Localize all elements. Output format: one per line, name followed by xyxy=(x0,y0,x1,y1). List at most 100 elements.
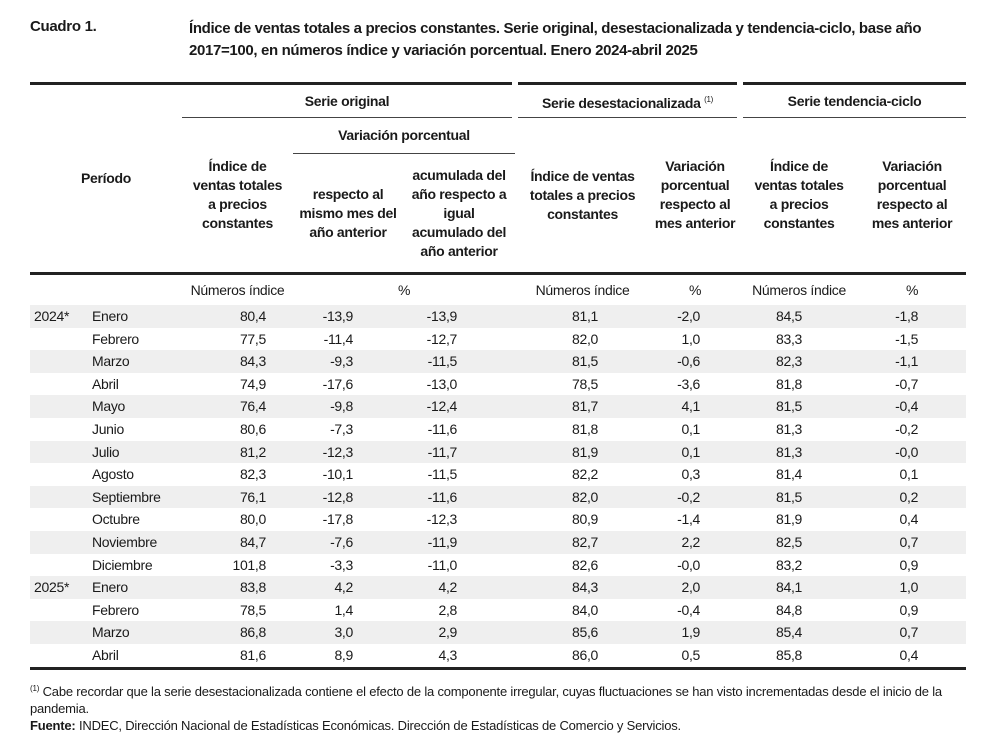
value-cell: -17,6 xyxy=(322,375,354,392)
table-row: Febrero 77,5 -11,4 -12,7 82,0 1,0 83,3 -1,5 xyxy=(30,328,966,351)
value-cell: 0,1 xyxy=(681,420,701,437)
value-cell: 84,1 xyxy=(740,576,859,599)
table-row: Abril 74,9 -17,6 -13,0 78,5 -3,6 81,8 -0,7 xyxy=(30,373,966,396)
value-cell: 84,5 xyxy=(740,305,859,328)
footnote-text: Cabe recordar que la serie desestacional… xyxy=(30,684,942,716)
value-cell: 81,9 xyxy=(515,440,651,464)
value-cell: -12,3 xyxy=(293,440,403,464)
notes: (1) Cabe recordar que la serie desestaci… xyxy=(30,680,970,734)
year-cell xyxy=(30,621,92,644)
value-cell: -11,6 xyxy=(427,420,458,437)
desest-index-header: Índice de ventas totales a precios const… xyxy=(529,167,636,222)
year-cell xyxy=(30,395,92,418)
value-cell: -12,8 xyxy=(293,485,403,509)
value-cell: 80,6 xyxy=(239,420,266,437)
value-cell: 81,1 xyxy=(515,305,651,328)
value-cell: -7,3 xyxy=(330,420,353,437)
source-text: INDEC, Dirección Nacional de Estadística… xyxy=(78,718,681,733)
value-cell: 0,7 xyxy=(858,621,967,644)
footnote-mark: (1) xyxy=(704,94,714,104)
original-index-header: Índice de ventas totales a precios const… xyxy=(192,158,283,231)
serie-desestacionalizada-label: Serie desestacionalizada xyxy=(542,94,701,111)
source-label: Fuente: xyxy=(30,718,76,733)
table-row: Septiembre 76,1 -12,8 -11,6 82,0 -0,2 81,5 0,2 xyxy=(30,485,967,509)
footnote-mark: (1) xyxy=(30,684,40,693)
value-cell: 81,5 xyxy=(515,350,651,373)
table-row: 2025* Enero 83,8 4,2 4,2 84,3 2,0 84,1 1,0 xyxy=(30,576,967,599)
value-cell: 101,8 xyxy=(232,556,266,573)
value-cell: 0,9 xyxy=(899,556,919,573)
value-cell: -10,1 xyxy=(322,466,354,483)
value-cell: -13,9 xyxy=(403,305,516,328)
unit-label: Números índice xyxy=(752,282,846,298)
value-cell: 81,6 xyxy=(239,646,266,663)
table-row: Mayo 76,4 -9,8 -12,4 81,7 4,1 81,5 -0,4 xyxy=(30,395,967,418)
value-cell: 81,5 xyxy=(740,395,859,418)
value-cell: 3,0 xyxy=(293,621,403,644)
value-cell: -11,9 xyxy=(403,530,516,554)
value-cell: 78,5 xyxy=(571,375,599,392)
year-cell xyxy=(30,440,92,464)
value-cell: 82,0 xyxy=(515,485,651,509)
year-cell xyxy=(30,599,92,622)
table-row: Marzo 84,3 -9,3 -11,5 81,5 -0,6 82,3 -1,1 xyxy=(30,350,967,373)
value-cell: 83,2 xyxy=(775,556,803,573)
value-cell: -7,6 xyxy=(293,530,403,554)
value-cell: -0,0 xyxy=(677,556,701,573)
unit-label: % xyxy=(397,282,411,298)
year-cell: 2024* xyxy=(30,305,92,328)
value-cell: 84,0 xyxy=(571,601,599,618)
tendencia-index-header: Índice de ventas totales a precios const… xyxy=(754,158,844,231)
value-cell: 80,9 xyxy=(571,511,599,528)
value-cell: 0,7 xyxy=(858,530,967,554)
value-cell: 4,2 xyxy=(403,576,516,599)
year-cell xyxy=(30,554,92,577)
value-cell: 83,8 xyxy=(182,576,293,599)
value-cell: -11,5 xyxy=(403,350,516,373)
table-row: Junio 80,6 -7,3 -11,6 81,8 0,1 81,3 -0,2 xyxy=(30,418,966,441)
value-cell: 0,1 xyxy=(899,466,919,483)
value-cell: -0,2 xyxy=(650,485,741,509)
month-cell: Julio xyxy=(92,440,182,464)
value-cell: 4,3 xyxy=(438,646,458,663)
value-cell: 81,5 xyxy=(740,485,859,509)
value-cell: 0,9 xyxy=(899,601,919,618)
year-cell xyxy=(30,418,92,441)
table-row: 2024* Enero 80,4 -13,9 -13,9 81,1 -2,0 84,5 -1,8 xyxy=(30,305,967,328)
value-cell: -0,7 xyxy=(895,375,919,392)
resp-mismo-mes-header: respecto al mismo mes del año anterior xyxy=(299,185,397,240)
value-cell: 2,9 xyxy=(403,621,516,644)
table-title: Índice de ventas totales a precios const… xyxy=(189,20,922,59)
value-cell: -1,4 xyxy=(677,511,701,528)
value-cell: 77,5 xyxy=(239,330,266,347)
year-cell xyxy=(30,644,92,668)
month-cell: Abril xyxy=(92,646,119,663)
value-cell: -3,6 xyxy=(677,375,701,392)
year-cell xyxy=(30,463,92,486)
value-cell: -11,4 xyxy=(323,330,354,347)
tendencia-variation-header: Variación porcentual respecto al mes ant… xyxy=(871,158,953,231)
value-cell: 84,3 xyxy=(515,576,651,599)
month-cell: Abril xyxy=(92,375,119,392)
year-cell xyxy=(30,508,92,531)
value-cell: 81,8 xyxy=(775,375,803,392)
value-cell: 2,0 xyxy=(650,576,741,599)
value-cell: 81,7 xyxy=(515,395,651,418)
sales-index-table: Período Serie original Serie desestacion… xyxy=(30,82,967,670)
value-cell: 82,0 xyxy=(571,330,599,347)
value-cell: -1,8 xyxy=(858,305,967,328)
table-number: Cuadro 1. xyxy=(30,18,97,35)
value-cell: -11,7 xyxy=(403,440,516,464)
value-cell: -0,2 xyxy=(895,420,919,437)
value-cell: 8,9 xyxy=(334,646,353,663)
value-cell: 78,5 xyxy=(239,601,266,618)
month-cell: Agosto xyxy=(92,466,134,483)
table-row: Febrero 78,5 1,4 2,8 84,0 -0,4 84,8 0,9 xyxy=(30,599,966,622)
table-row: Agosto 82,3 -10,1 -11,5 82,2 0,3 81,4 0,1 xyxy=(30,463,966,486)
month-cell: Noviembre xyxy=(92,530,182,554)
value-cell: 2,2 xyxy=(650,530,741,554)
month-cell: Febrero xyxy=(92,330,139,347)
value-cell: 0,1 xyxy=(650,440,741,464)
value-cell: 80,0 xyxy=(239,511,266,528)
value-cell: 0,5 xyxy=(681,646,701,663)
